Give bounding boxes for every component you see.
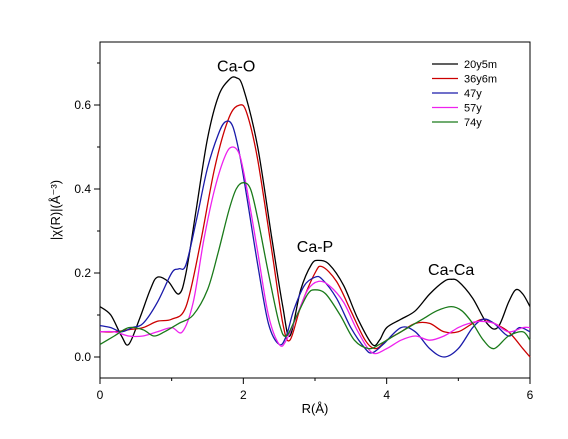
peak-annotations: Ca-O Ca-P Ca-Ca (217, 58, 474, 279)
x-axis-title: R(Å) (302, 401, 329, 416)
legend: 20y5m 36y6m 47y 57y 74y (432, 59, 497, 129)
axis-tick-labels: 0 2 4 6 0.0 0.2 0.4 0.6 (74, 98, 533, 402)
x-tick-label: 6 (527, 388, 534, 402)
y-tick-label: 0.2 (74, 266, 91, 280)
axis-ticks (94, 62, 531, 384)
x-tick-label: 4 (383, 388, 390, 402)
x-tick-label: 0 (97, 388, 104, 402)
series-lines (99, 76, 531, 358)
annotation-label: Ca-Ca (428, 262, 474, 279)
series-line-74y (99, 182, 531, 350)
annotation-label: Ca-O (217, 58, 255, 75)
y-tick-label: 0.6 (74, 98, 91, 112)
y-tick-label: 0.4 (74, 182, 91, 196)
legend-label: 57y (464, 103, 482, 115)
annotation-label: Ca-P (297, 239, 333, 256)
legend-label: 47y (464, 88, 482, 100)
legend-label: 74y (464, 117, 482, 129)
y-axis-title: |χ(R)|(Å⁻³) (48, 180, 63, 240)
series-line-36y6m (99, 104, 531, 358)
series-line-47y (99, 120, 531, 358)
legend-label: 36y6m (464, 74, 497, 86)
legend-label: 20y5m (464, 59, 497, 71)
y-tick-label: 0.0 (74, 350, 91, 364)
x-tick-label: 2 (240, 388, 247, 402)
